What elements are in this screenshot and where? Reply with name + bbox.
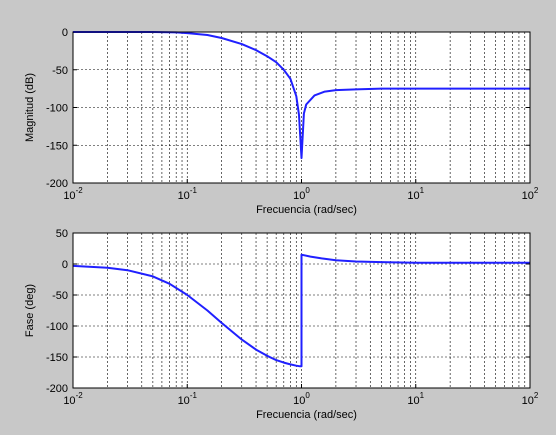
- y-tick-label: -150: [46, 352, 68, 364]
- y-tick-label: 0: [62, 27, 68, 39]
- y-axis-label: Fase (deg): [24, 284, 36, 337]
- y-tick-label: -100: [46, 321, 68, 333]
- x-tick-label: 10-1: [178, 391, 198, 407]
- y-tick-label: -100: [46, 103, 68, 115]
- y-tick-label: 0: [62, 259, 68, 271]
- x-tick-label: 100: [293, 186, 310, 202]
- y-tick-label: -200: [46, 383, 68, 395]
- y-tick-label: -150: [46, 140, 68, 152]
- x-tick-label: 101: [407, 391, 424, 407]
- y-tick-label: 50: [56, 228, 68, 240]
- y-axis-label: Magnitud (dB): [24, 73, 36, 142]
- x-axis-label: Frecuencia (rad/sec): [256, 204, 357, 216]
- x-tick-label: 102: [522, 186, 539, 202]
- y-tick-label: -50: [52, 65, 68, 77]
- x-tick-label: 10-1: [178, 186, 198, 202]
- y-tick-label: -50: [52, 290, 68, 302]
- x-tick-label: 100: [293, 391, 310, 407]
- y-tick-label: -200: [46, 178, 68, 190]
- x-tick-label: 101: [407, 186, 424, 202]
- x-tick-label: 102: [522, 391, 539, 407]
- x-axis-label: Frecuencia (rad/sec): [256, 409, 357, 421]
